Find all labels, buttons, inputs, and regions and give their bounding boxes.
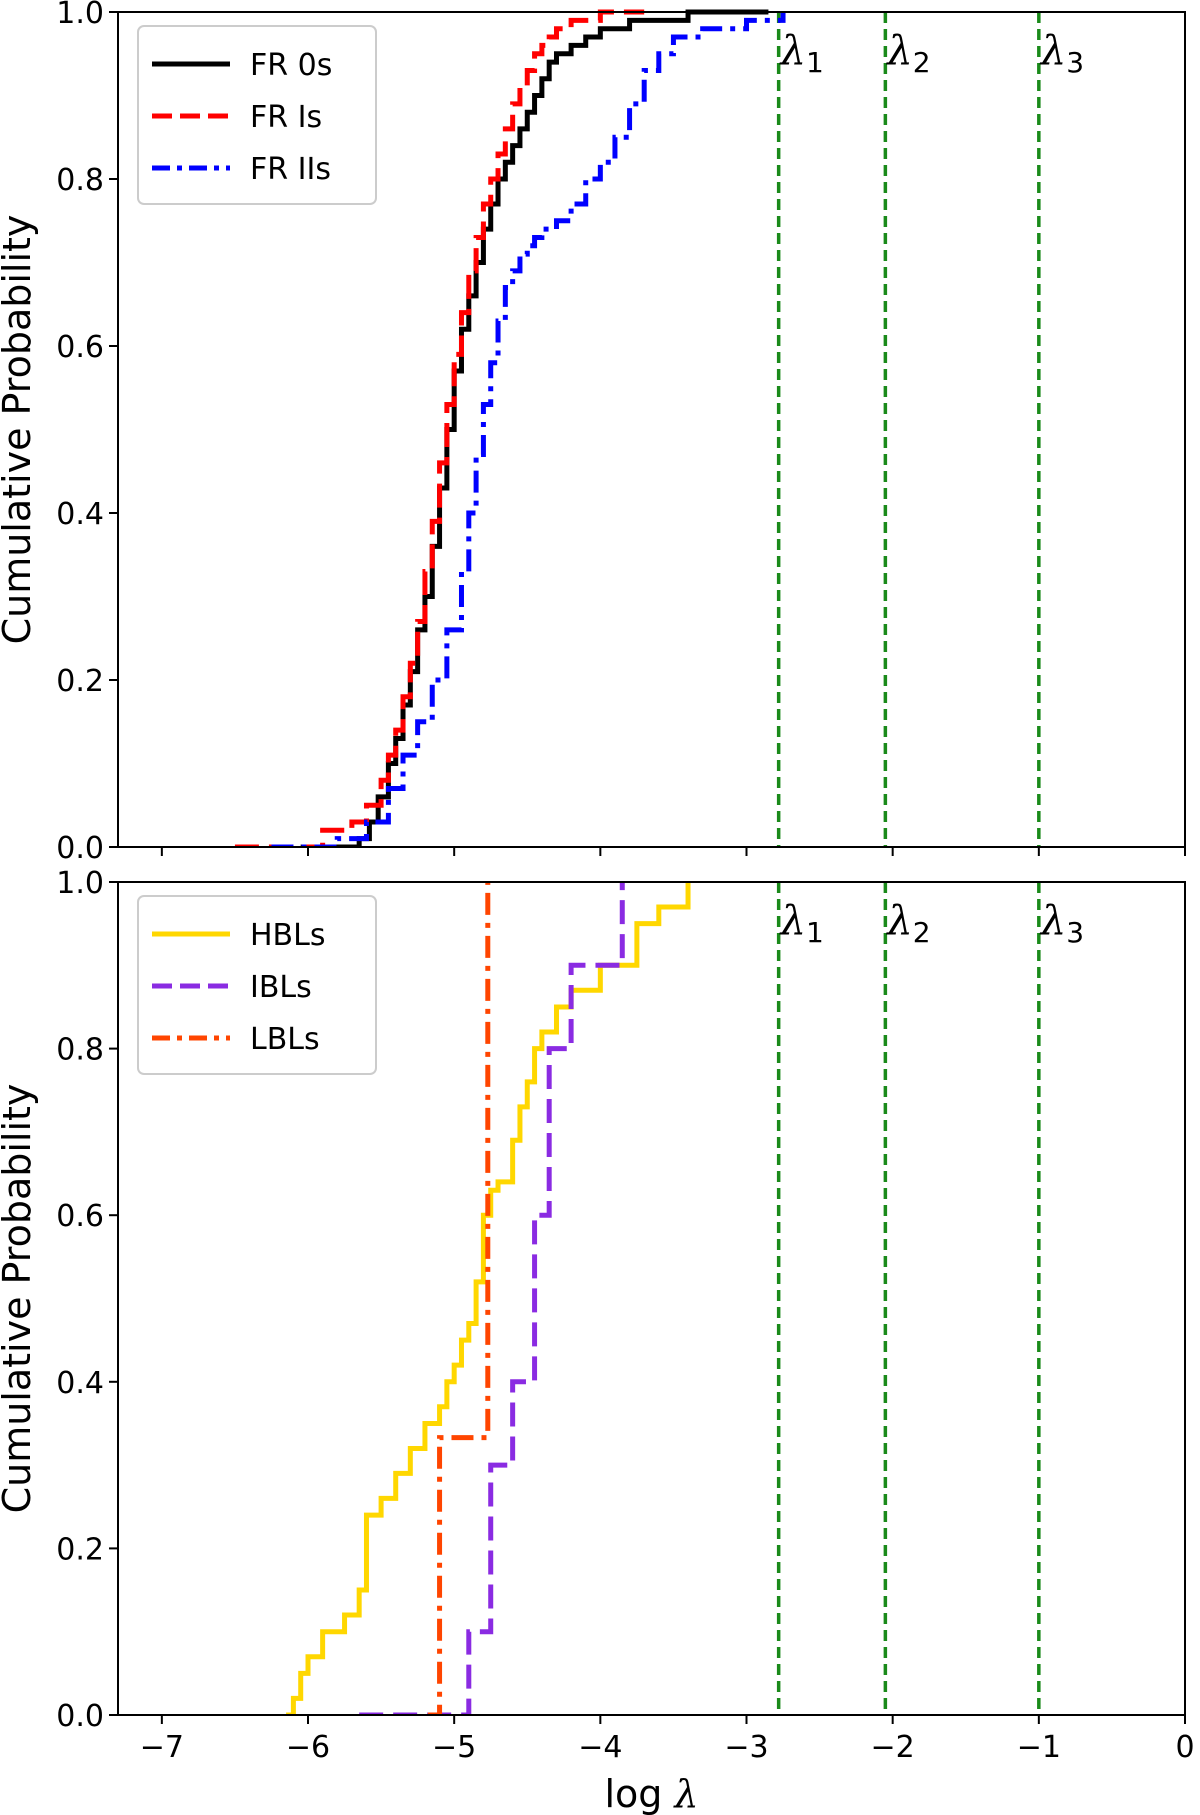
y-tick-label: 0.8 [56,163,104,198]
legend-box [137,895,377,1075]
y-tick-label: 1.0 [56,0,104,31]
y-tick-label: 1.0 [56,866,104,901]
vline-label-3: λ3 [1039,28,1084,79]
y-tick-label: 0.6 [56,1199,104,1234]
y-tick-label: 0.2 [56,664,104,699]
y-tick-label: 0.8 [56,1033,104,1068]
series-group [286,882,691,1715]
x-tick-label: −1 [1017,1730,1061,1765]
legend-label: LBLs [250,1022,320,1057]
series-ibls [359,882,625,1715]
x-tick-label: −2 [871,1730,915,1765]
x-tick-label: −3 [724,1730,768,1765]
legend-label: HBLs [250,918,325,953]
y-tick-label: 0.0 [56,831,104,866]
series-fr-is [234,9,645,847]
y-axis-label: Cumulative Probability [0,1084,39,1514]
vline-label-2: λ2 [885,28,930,79]
x-axis-label: log λ [604,1772,698,1815]
y-tick-label: 0.4 [56,1366,104,1401]
series-group [234,9,786,847]
axes-frame [117,11,1186,848]
y-tick-label: 0.2 [56,1532,104,1567]
x-tick-label: −5 [432,1730,476,1765]
legend-label: IBLs [250,970,312,1005]
series-fr-iis [271,12,786,847]
legend-label: FR IIs [250,152,331,187]
y-tick-label: 0.4 [56,497,104,532]
legend-label: FR 0s [250,48,332,83]
y-tick-label: 0.0 [56,1699,104,1734]
legend-label: FR Is [250,100,322,135]
vline-label-1: λ1 [779,28,824,79]
x-tick-label: −7 [140,1730,184,1765]
bottom-panel: λ1 λ2 λ3 0.0 0.2 0.4 0.6 0.8 1.0 −7 −6 −5 −4 −3 −2 −1 0 C… [0,866,1195,1815]
vline-label-1: λ1 [779,898,824,949]
x-tick-label: −6 [286,1730,330,1765]
vline-label-3: λ3 [1039,898,1084,949]
y-axis-label: Cumulative Probability [0,215,39,645]
vline-label-2: λ2 [885,898,930,949]
axes-frame [117,881,1186,1716]
series-hbls [286,882,691,1715]
x-tick-label: 0 [1175,1730,1194,1765]
top-panel: λ1 λ2 λ3 0.0 0.2 0.4 0.6 0.8 1.0 Cumulative Proba… [0,0,1186,866]
legend-box [137,25,377,205]
x-tick-label: −4 [578,1730,622,1765]
y-tick-label: 0.6 [56,330,104,365]
series-lbls [427,882,491,1715]
